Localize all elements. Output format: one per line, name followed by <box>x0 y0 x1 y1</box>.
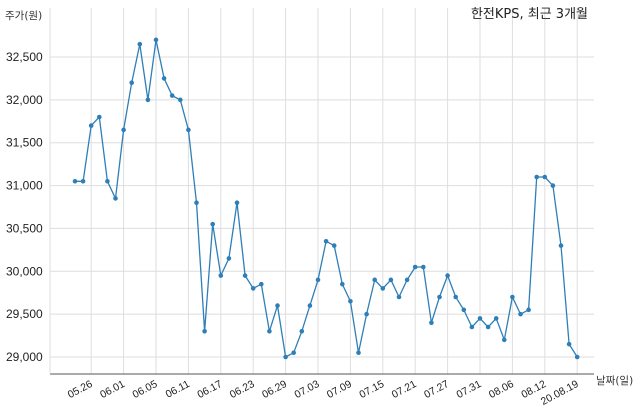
data-point <box>267 328 272 334</box>
data-point <box>210 221 215 227</box>
data-point <box>129 80 134 86</box>
data-point <box>234 200 240 206</box>
y-tick-label: 32,500 <box>6 50 43 64</box>
data-point <box>558 243 564 248</box>
data-point <box>429 320 434 326</box>
data-point <box>526 307 531 313</box>
data-point <box>534 174 539 180</box>
data-point <box>469 324 475 330</box>
x-tick-label: 07.03 <box>293 378 322 401</box>
data-point <box>178 97 183 103</box>
data-point <box>275 303 280 308</box>
data-point <box>510 294 515 300</box>
data-point <box>388 277 394 283</box>
y-tick-label: 29,000 <box>6 350 43 364</box>
data-point <box>364 311 369 317</box>
data-point <box>137 41 143 47</box>
data-point <box>153 37 159 43</box>
data-point <box>566 341 572 347</box>
data-point <box>259 281 264 287</box>
data-point <box>202 328 207 334</box>
data-point <box>242 273 248 278</box>
data-point <box>323 238 329 244</box>
data-point <box>97 114 102 120</box>
data-point <box>372 277 378 283</box>
data-point <box>283 354 288 360</box>
data-point <box>105 178 110 184</box>
data-point <box>291 350 297 356</box>
data-point <box>550 183 556 188</box>
data-point <box>453 294 459 300</box>
data-point <box>412 264 418 270</box>
data-point <box>161 76 167 81</box>
data-point <box>226 256 232 261</box>
x-tick-label: 06.23 <box>228 378 257 401</box>
data-point <box>169 93 175 98</box>
data-point <box>485 324 491 330</box>
x-tick-label: 20.08.19 <box>539 378 581 408</box>
x-tick-label: 06.05 <box>131 378 160 401</box>
data-point <box>121 127 126 133</box>
data-point <box>404 277 410 283</box>
x-tick-label: 07.31 <box>455 378 484 401</box>
y-tick-label: 31,500 <box>6 136 43 150</box>
x-tick-labels: 05.26 06.01 06.05 06.11 06.17 06.23 06.29 07.03… <box>66 378 581 408</box>
data-point <box>437 294 442 300</box>
data-point <box>194 200 199 206</box>
data-series <box>72 37 580 360</box>
data-point <box>307 303 313 308</box>
x-tick-label: 07.21 <box>390 378 419 401</box>
data-point <box>218 273 224 278</box>
x-tick-label: 07.09 <box>325 378 354 401</box>
data-point <box>380 286 386 291</box>
data-point <box>348 298 353 304</box>
data-point <box>315 277 321 283</box>
x-tick-label: 06.01 <box>98 378 127 401</box>
data-point <box>518 311 523 317</box>
data-point <box>80 178 86 184</box>
data-point <box>574 354 580 360</box>
x-tick-label: 06.11 <box>164 378 192 401</box>
data-point <box>477 316 483 321</box>
data-point <box>72 178 78 184</box>
y-tick-labels: 32,500 32,000 31,500 31,000 30,500 30,000 29,5… <box>6 50 43 364</box>
data-point <box>445 273 450 278</box>
x-tick-label: 06.17 <box>195 378 224 401</box>
data-point <box>396 294 402 300</box>
y-tick-label: 31,000 <box>6 179 43 193</box>
data-point <box>356 350 361 356</box>
x-axis-title: 날짜(일) <box>596 374 633 387</box>
y-tick-label: 30,000 <box>6 264 43 278</box>
data-point <box>493 316 499 321</box>
data-point <box>502 337 507 343</box>
grid-horizontal <box>50 56 594 358</box>
x-tick-label: 07.27 <box>422 378 451 401</box>
x-tick-label: 08.06 <box>487 378 516 401</box>
y-tick-label: 32,000 <box>6 93 43 107</box>
data-point <box>299 328 305 334</box>
data-point <box>186 127 191 133</box>
data-point <box>340 281 345 287</box>
x-tick-label: 05.26 <box>66 378 95 401</box>
data-point <box>250 286 256 291</box>
data-point <box>461 307 467 313</box>
grid-vertical <box>90 8 578 374</box>
chart-title: 한전KPS, 최근 3개월 <box>471 7 588 22</box>
data-point <box>542 174 548 180</box>
data-point <box>88 123 94 128</box>
y-axis-title: 주가(원) <box>5 10 42 22</box>
y-tick-label: 30,500 <box>6 221 43 235</box>
data-point <box>421 264 426 270</box>
data-point <box>113 196 118 201</box>
x-tick-label: 07.15 <box>357 378 386 401</box>
x-tick-label: 06.29 <box>260 378 289 401</box>
data-point <box>331 243 337 248</box>
series-line <box>75 39 578 359</box>
y-tick-label: 29,500 <box>6 307 43 321</box>
data-point <box>145 97 151 103</box>
